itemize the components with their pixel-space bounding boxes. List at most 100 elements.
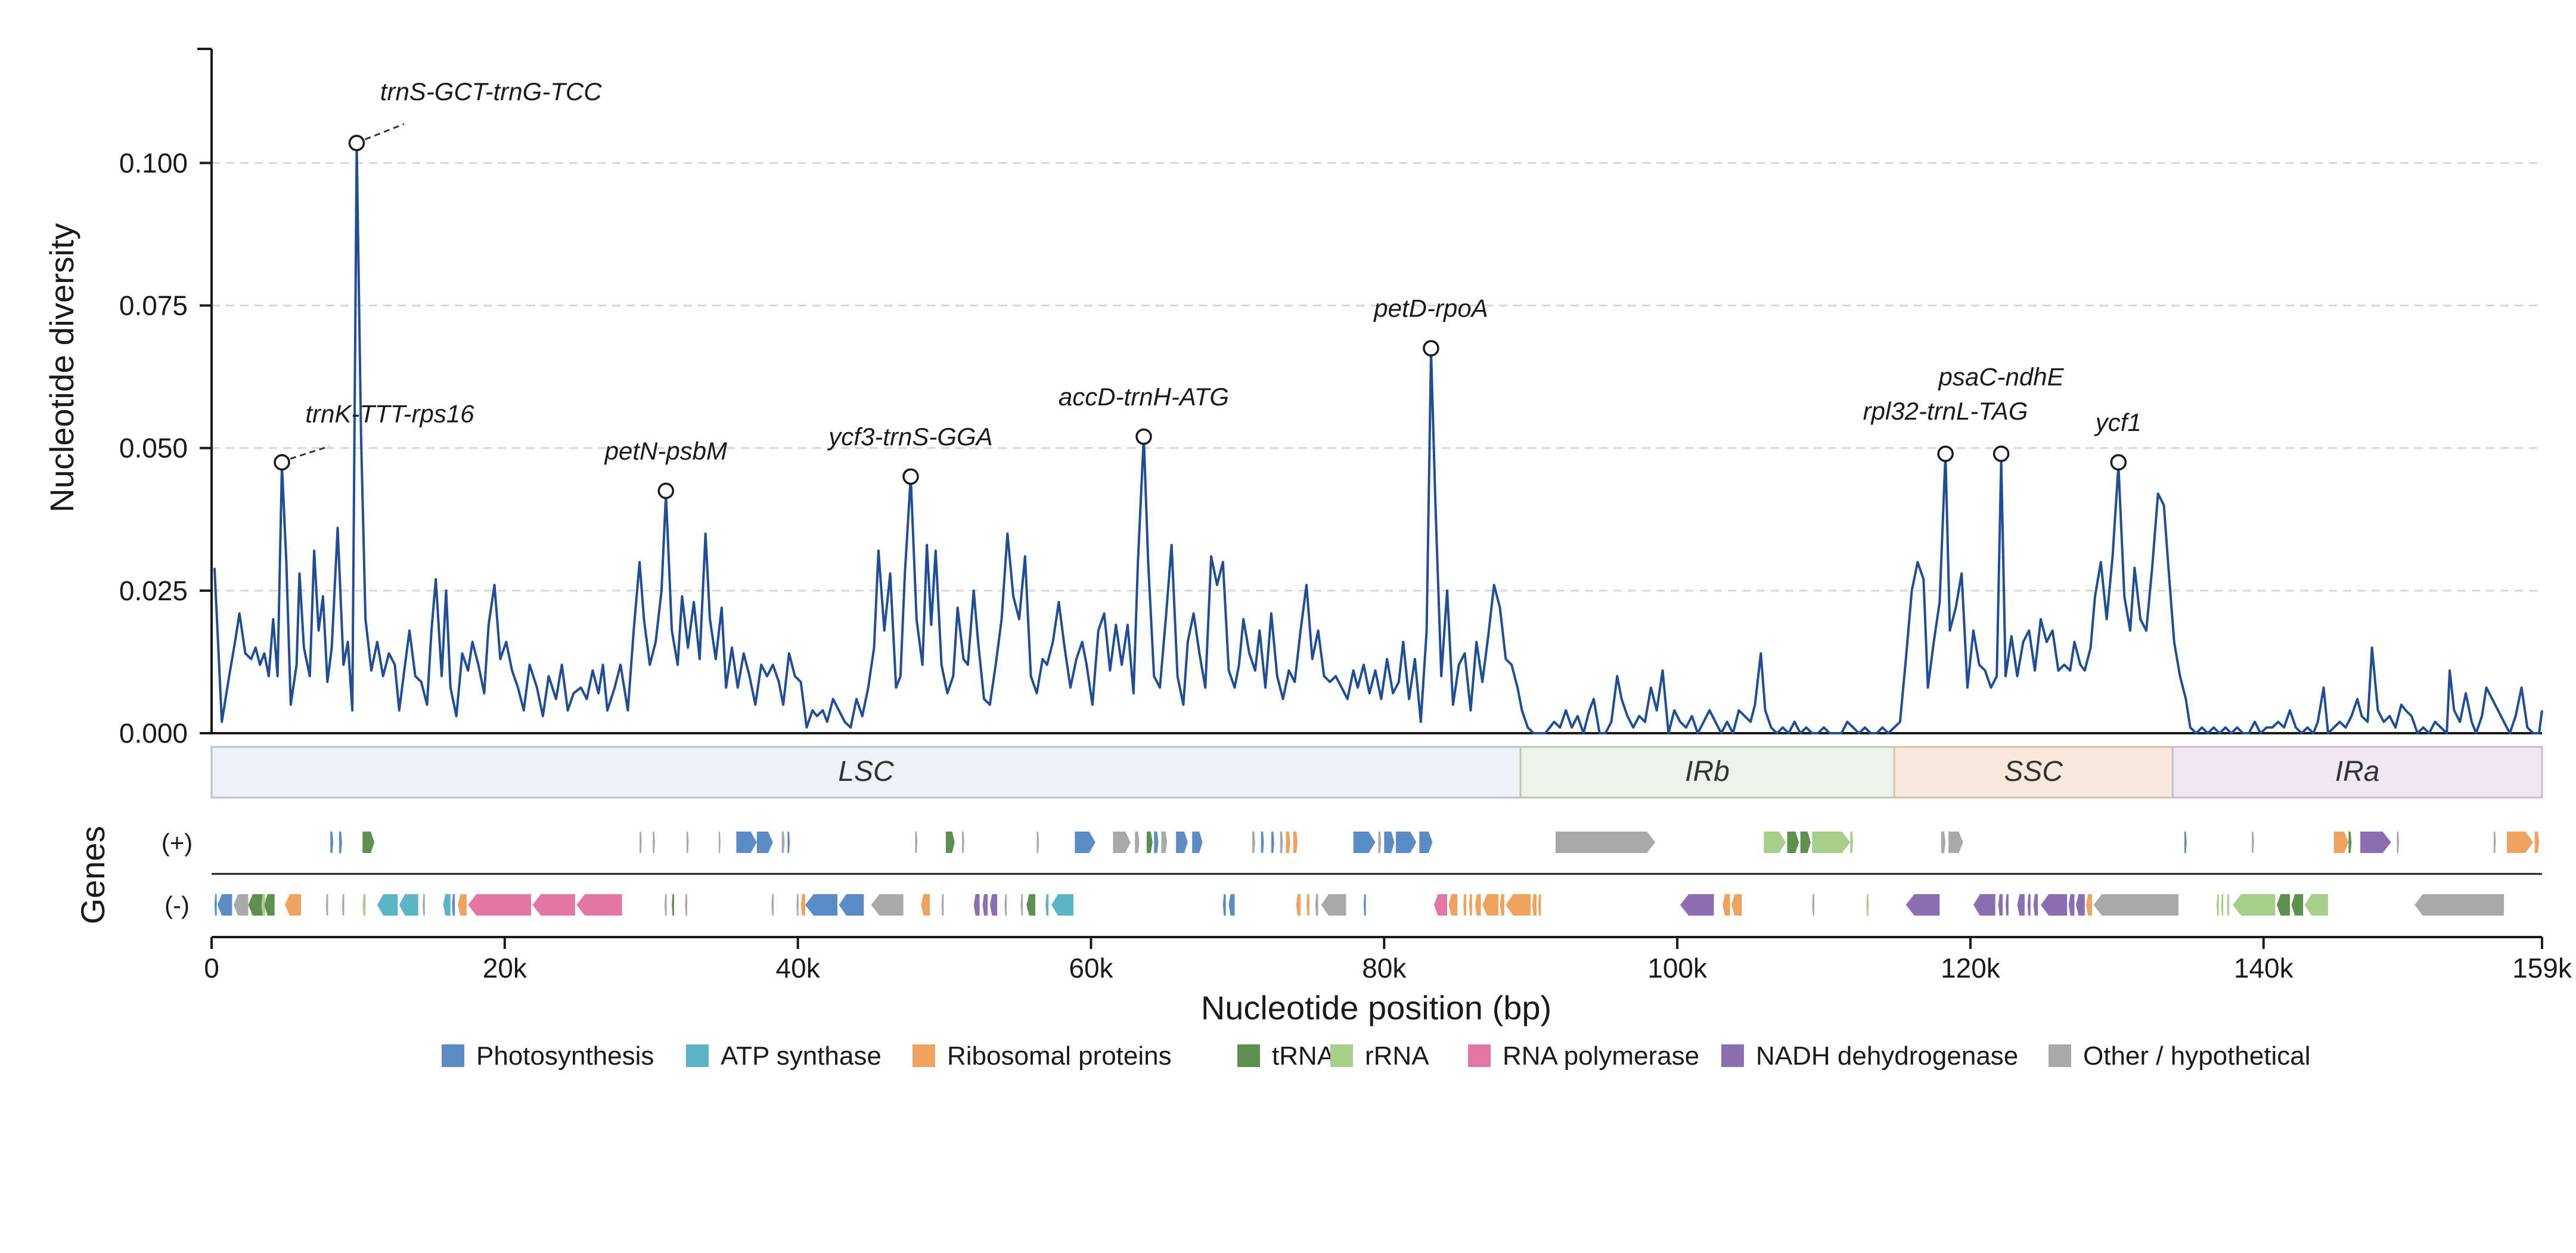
gene-arrow xyxy=(264,894,275,916)
gene-arrow xyxy=(686,832,689,853)
peak-label: accD-trnH-ATG xyxy=(1059,383,1229,411)
gene-arrow xyxy=(664,894,667,916)
y-tick-label: 0.025 xyxy=(119,575,188,606)
gene-arrow xyxy=(2068,894,2075,916)
gene-arrow xyxy=(1036,832,1039,853)
gene-arrow xyxy=(1722,894,1730,916)
gene-arrow xyxy=(2276,894,2290,916)
gene-arrow xyxy=(839,894,864,916)
legend-entry-label: NADH dehydrogenase xyxy=(1756,1041,2018,1071)
region-block xyxy=(2171,746,2543,799)
gene-arrow xyxy=(1787,832,1799,853)
gene-arrow xyxy=(2221,894,2224,916)
gene-arrow xyxy=(1448,894,1458,916)
gene-arrow xyxy=(1026,894,1035,916)
gene-arrow xyxy=(2252,832,2254,853)
legend-swatch xyxy=(1237,1044,1260,1067)
gene-arrow xyxy=(2027,894,2031,916)
peak-label: rpl32-trnL-TAG xyxy=(1863,397,2028,425)
gene-arrow xyxy=(1293,832,1298,853)
gene-arrow xyxy=(787,832,790,853)
gene-arrow xyxy=(1396,832,1417,853)
gene-arrow xyxy=(2076,894,2085,916)
peak-marker xyxy=(1423,340,1439,356)
y-tick-label: 0.000 xyxy=(119,718,188,749)
gene-arrow xyxy=(685,894,687,916)
gene-arrow xyxy=(458,894,467,916)
gene-arrow xyxy=(1998,894,2003,916)
gene-arrow xyxy=(1286,832,1290,853)
gene-arrow xyxy=(1261,832,1264,853)
gene-arrow xyxy=(1113,832,1131,853)
gene-arrow xyxy=(1075,832,1095,853)
gene-arrow xyxy=(362,832,374,853)
genome-region-bar: LSC IRb SSC IRa xyxy=(210,746,2543,799)
gene-arrow xyxy=(2414,894,2504,916)
gene-arrow xyxy=(982,894,988,916)
x-tick-label: 40k xyxy=(776,953,821,984)
x-tick-label: 80k xyxy=(1362,953,1407,984)
peak-marker xyxy=(1992,445,2010,462)
peak-marker xyxy=(1937,445,1954,462)
gene-arrow xyxy=(2493,832,2496,853)
gene-arrow xyxy=(1419,832,1433,853)
peak-leader-line xyxy=(364,123,405,141)
region-label: IRb xyxy=(1685,756,1730,787)
gene-arrow xyxy=(1948,832,1963,853)
genes-axis-title: Genes xyxy=(74,826,111,925)
legend-entry-label: rRNA xyxy=(1365,1041,1429,1071)
gene-arrow xyxy=(1280,832,1283,853)
gene-arrow xyxy=(771,894,774,916)
gene-arrow xyxy=(1222,894,1226,916)
gene-arrow xyxy=(1135,832,1140,853)
gene-arrow xyxy=(1463,894,1466,916)
gene-arrow xyxy=(941,894,944,916)
gene-arrow xyxy=(423,894,425,916)
peak-label: ycf1 xyxy=(2094,408,2142,436)
peak-marker xyxy=(348,135,365,151)
gene-arrow xyxy=(1192,832,1203,853)
gene-arrow xyxy=(1680,894,1714,916)
gene-tracks xyxy=(214,832,2540,916)
gene-arrow xyxy=(1020,894,1023,916)
peak-label: petN-psbM xyxy=(604,437,727,465)
gene-arrow xyxy=(468,894,532,916)
gene-arrow xyxy=(443,894,451,916)
gene-arrow xyxy=(342,894,344,916)
peak-marker xyxy=(657,482,675,500)
gene-arrow xyxy=(2217,894,2219,916)
gene-arrow xyxy=(796,894,799,916)
gene-arrow xyxy=(1161,832,1168,853)
gene-arrow xyxy=(989,894,998,916)
gene-arrow xyxy=(1045,894,1049,916)
legend: Photosynthesis ATP synthase Ribosomal prot… xyxy=(442,1041,2311,1071)
gene-arrow xyxy=(1378,832,1382,853)
gene-arrow xyxy=(973,894,980,916)
gene-arrow xyxy=(2348,832,2352,853)
gene-arrow xyxy=(805,894,837,916)
peak-marker xyxy=(902,468,919,485)
legend-entry-label: ATP synthase xyxy=(721,1041,882,1071)
gene-arrow xyxy=(1812,832,1851,853)
gene-arrow xyxy=(339,832,342,853)
gene-arrow xyxy=(1363,894,1366,916)
gene-arrow xyxy=(2184,832,2187,853)
gene-arrow xyxy=(1506,894,1531,916)
y-axis-title: Nucleotide diversity xyxy=(43,223,80,513)
gene-arrow xyxy=(452,894,455,916)
legend-swatch xyxy=(442,1044,464,1067)
gene-arrow xyxy=(1731,894,1742,916)
legend-entry-label: tRNA xyxy=(1272,1041,1335,1071)
region-block xyxy=(1519,746,1895,799)
gene-arrow xyxy=(285,894,301,916)
legend-swatch xyxy=(2049,1044,2071,1067)
region-label: SSC xyxy=(2004,756,2063,787)
gene-arrow xyxy=(233,894,249,916)
gene-arrow xyxy=(653,832,655,853)
gene-arrow xyxy=(1271,832,1274,853)
gene-arrow xyxy=(2233,894,2276,916)
gene-arrow xyxy=(399,894,418,916)
gene-arrow xyxy=(1353,832,1376,853)
gene-arrow xyxy=(1850,832,1854,853)
gene-arrow xyxy=(2086,894,2093,916)
